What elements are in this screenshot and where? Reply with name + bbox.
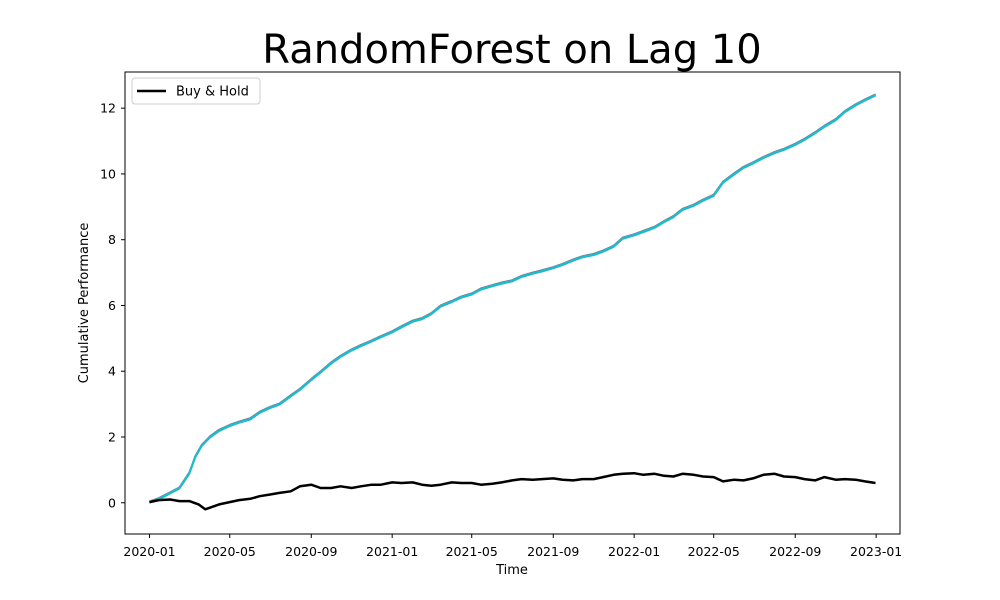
- x-tick-label: 2022-01: [608, 544, 660, 559]
- y-axis-ticks: 0 2 4 6 8 10 12: [100, 101, 125, 510]
- buy-hold-series-group: [149, 471, 876, 511]
- x-axis-ticks: 2020-01 2020-05 2020-09 2021-01 2021-05 2021-…: [123, 534, 902, 559]
- x-tick-label: 2022-09: [769, 544, 821, 559]
- x-axis-label: Time: [495, 563, 528, 578]
- legend-box: [131, 77, 261, 105]
- x-tick-label: 2021-09: [527, 544, 579, 559]
- y-tick-label: 10: [100, 166, 116, 181]
- x-tick-label: 2020-09: [285, 544, 337, 559]
- y-tick-label: 0: [108, 495, 116, 510]
- strategy-series-line: [149, 94, 876, 504]
- x-tick-label: 2021-01: [366, 544, 418, 559]
- x-tick-label: 2022-05: [688, 544, 740, 559]
- y-tick-label: 2: [108, 429, 116, 444]
- x-tick-label: 2020-01: [123, 544, 175, 559]
- strategy-series-group: [149, 93, 876, 504]
- plot-frame: [124, 71, 901, 535]
- y-axis-label: Cumulative Performance: [77, 223, 92, 384]
- y-tick-label: 4: [108, 364, 116, 379]
- legend-label-buy-hold: Buy & Hold: [176, 85, 249, 100]
- x-tick-label: 2023-01: [850, 544, 902, 559]
- y-tick-label: 12: [100, 101, 116, 116]
- chart-title: RandomForest on Lag 10: [262, 27, 761, 73]
- x-tick-label: 2020-05: [204, 544, 256, 559]
- buy-hold-line: [149, 471, 876, 511]
- x-tick-label: 2021-05: [446, 544, 498, 559]
- y-tick-label: 8: [108, 232, 116, 247]
- legend: Buy & Hold: [131, 77, 261, 105]
- y-tick-label: 6: [108, 298, 116, 313]
